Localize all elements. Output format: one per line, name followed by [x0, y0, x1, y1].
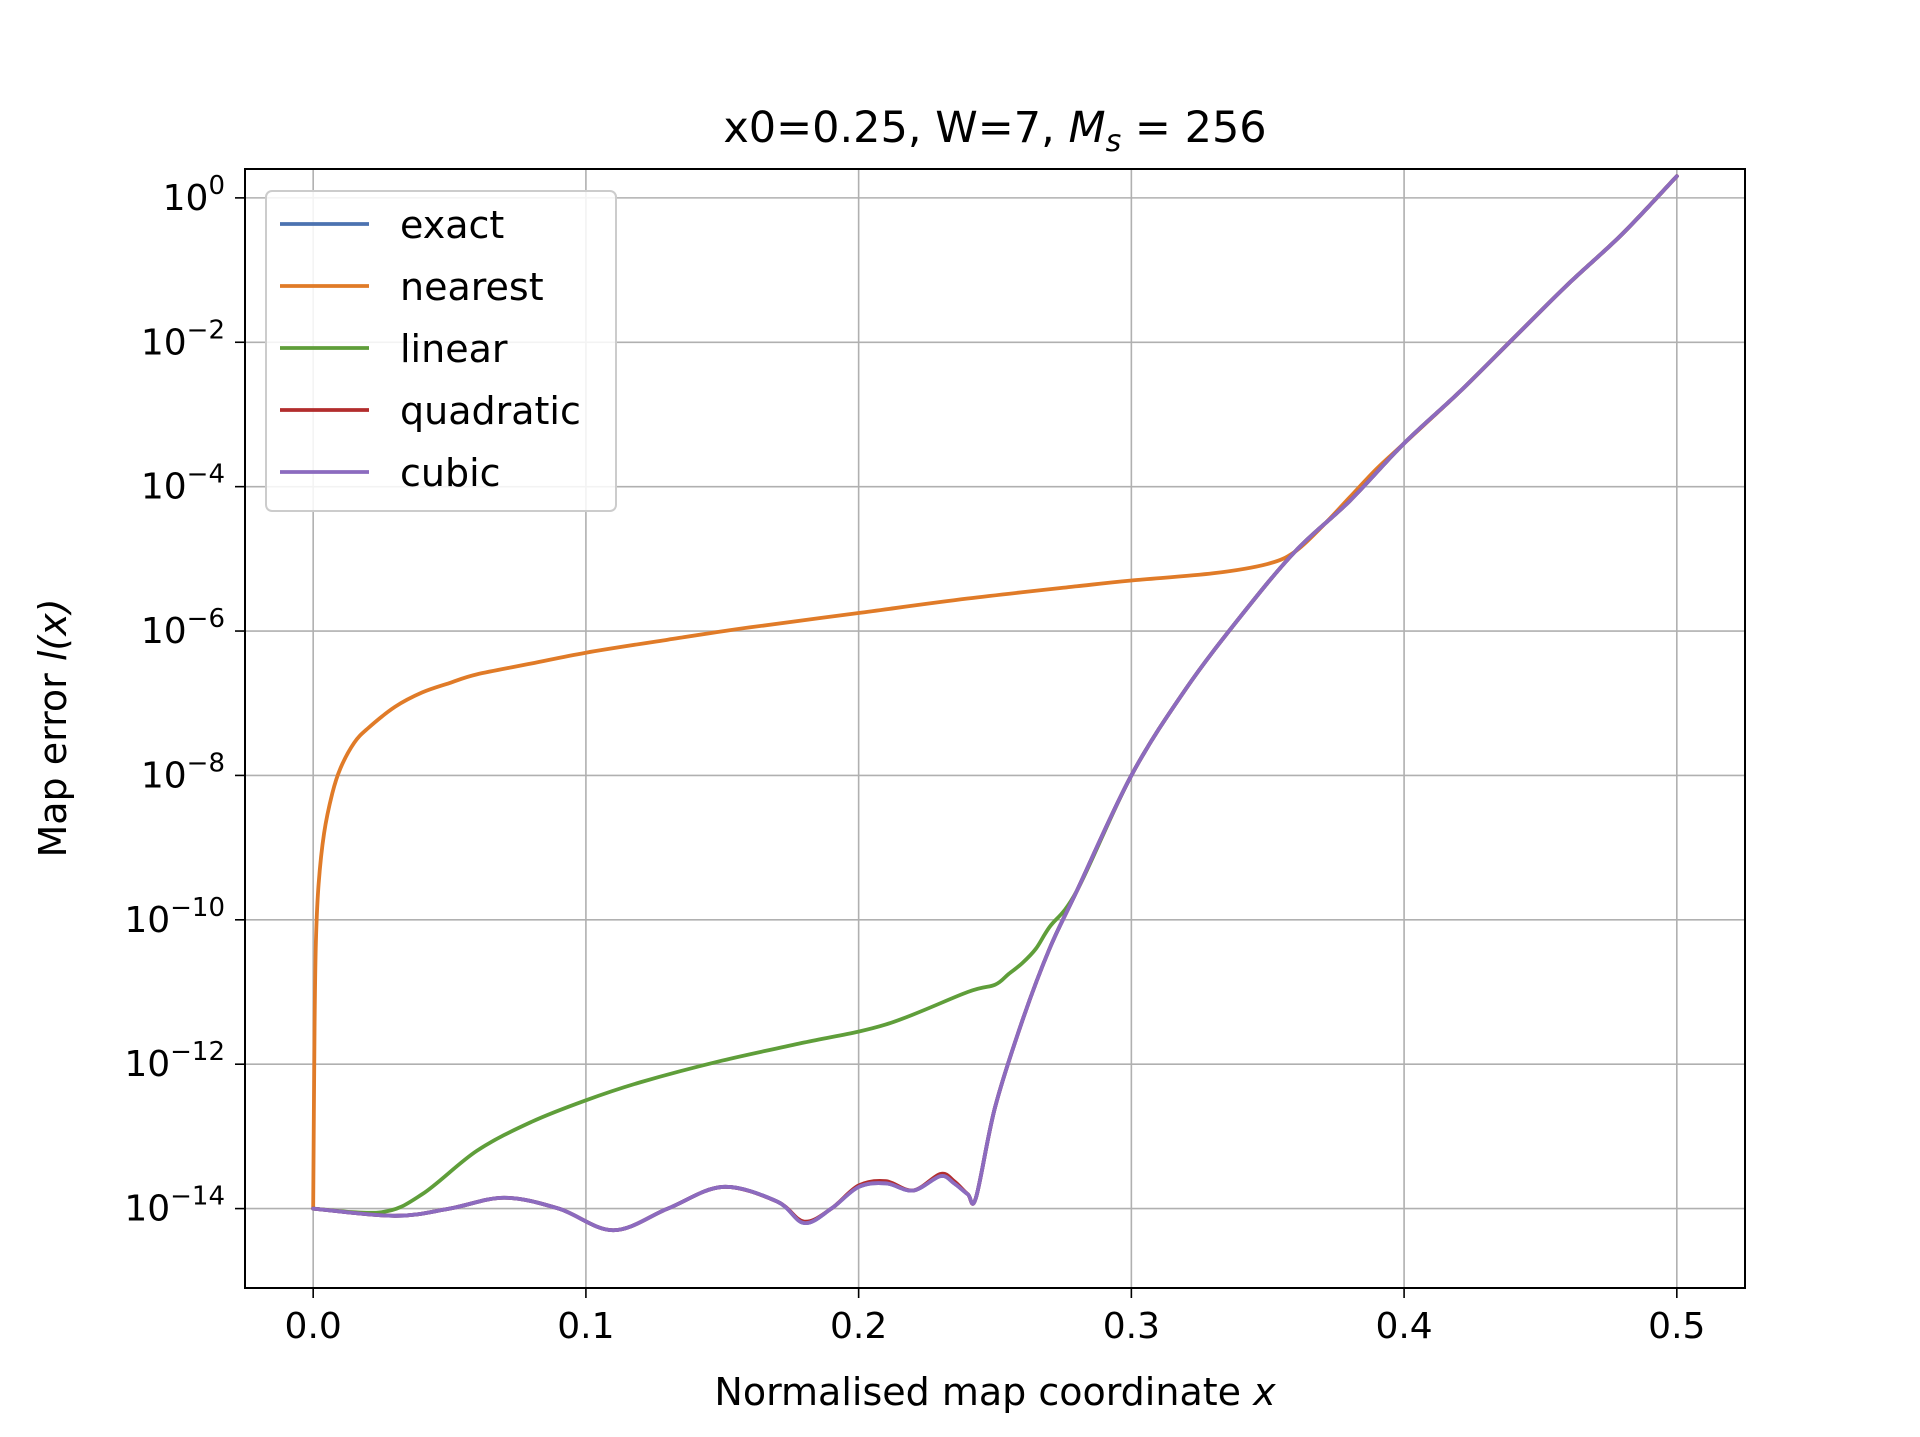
legend-label-cubic: cubic [400, 451, 501, 495]
y-tick-label-base: 10 [141, 611, 187, 652]
series-lines [311, 174, 1679, 1233]
y-tick-label: 10−14 [124, 1182, 225, 1230]
y-tick-label-exponent: −12 [170, 1037, 225, 1067]
y-tick-label-exponent: 0 [208, 171, 225, 201]
y-tick-label: 10−12 [124, 1037, 225, 1085]
y-tick-label-exponent: −10 [170, 893, 225, 923]
y-tick-label-exponent: −8 [187, 748, 225, 778]
plot-frame [244, 168, 1746, 1289]
y-axis-label-math: l(x) [31, 598, 75, 661]
chart-title-math-sub: s [1106, 124, 1122, 159]
x-tick-label: 0.1 [557, 1306, 614, 1347]
y-tick-label-base: 10 [141, 322, 187, 363]
x-tick-label: 0.5 [1648, 1306, 1705, 1347]
y-axis-label-text: Map error [31, 661, 75, 857]
legend: exact nearest linear quadratic cubic [265, 190, 617, 512]
axis-ticks: 0.0 0.1 0.2 0.3 0.4 0.510010−210−410−610−810−… [124, 171, 1705, 1347]
legend-label-linear: linear [400, 327, 508, 371]
series-line-cubic [311, 174, 1679, 1233]
y-tick-label: 10−4 [141, 460, 225, 508]
y-tick-label-base: 10 [141, 755, 187, 796]
x-axis-label-text: Normalised map coordinate [714, 1370, 1253, 1414]
legend-label-exact: exact [400, 203, 504, 247]
legend-frame [265, 190, 617, 512]
x-tick-label: 0.2 [830, 1306, 887, 1347]
y-tick-label-base: 10 [124, 1189, 170, 1230]
y-tick-label-base: 10 [124, 900, 170, 941]
y-tick-label: 10−8 [141, 748, 225, 796]
y-tick-label-exponent: −4 [187, 460, 225, 490]
x-axis-label-math: x [1252, 1370, 1276, 1414]
x-tick-label: 0.4 [1375, 1306, 1432, 1347]
chart-title-prefix: x0=0.25, W=7, [723, 103, 1068, 153]
legend-label-nearest: nearest [400, 265, 544, 309]
y-tick-label-base: 10 [163, 178, 209, 219]
y-tick-label-base: 10 [141, 467, 187, 508]
x-tick-label: 0.0 [285, 1306, 342, 1347]
y-tick-label-exponent: −6 [187, 604, 225, 634]
chart-title-math-rest: = 256 [1121, 103, 1266, 153]
y-tick-label: 10−6 [141, 604, 225, 652]
y-tick-label: 10−2 [141, 315, 225, 363]
x-axis-label: Normalised map coordinate x [714, 1370, 1276, 1414]
y-tick-label: 10−10 [124, 893, 225, 941]
y-tick-label-exponent: −2 [187, 315, 225, 345]
y-tick-label-base: 10 [124, 1044, 170, 1085]
legend-label-quadratic: quadratic [400, 389, 581, 433]
chart-title-math-var: M [1068, 103, 1105, 153]
y-tick-label-exponent: −14 [170, 1182, 225, 1212]
chart-title: x0=0.25, W=7, Ms = 256 [723, 103, 1266, 159]
y-axis-label: Map error l(x) [31, 598, 75, 857]
y-tick-label: 100 [163, 171, 225, 219]
x-tick-label: 0.3 [1103, 1306, 1160, 1347]
